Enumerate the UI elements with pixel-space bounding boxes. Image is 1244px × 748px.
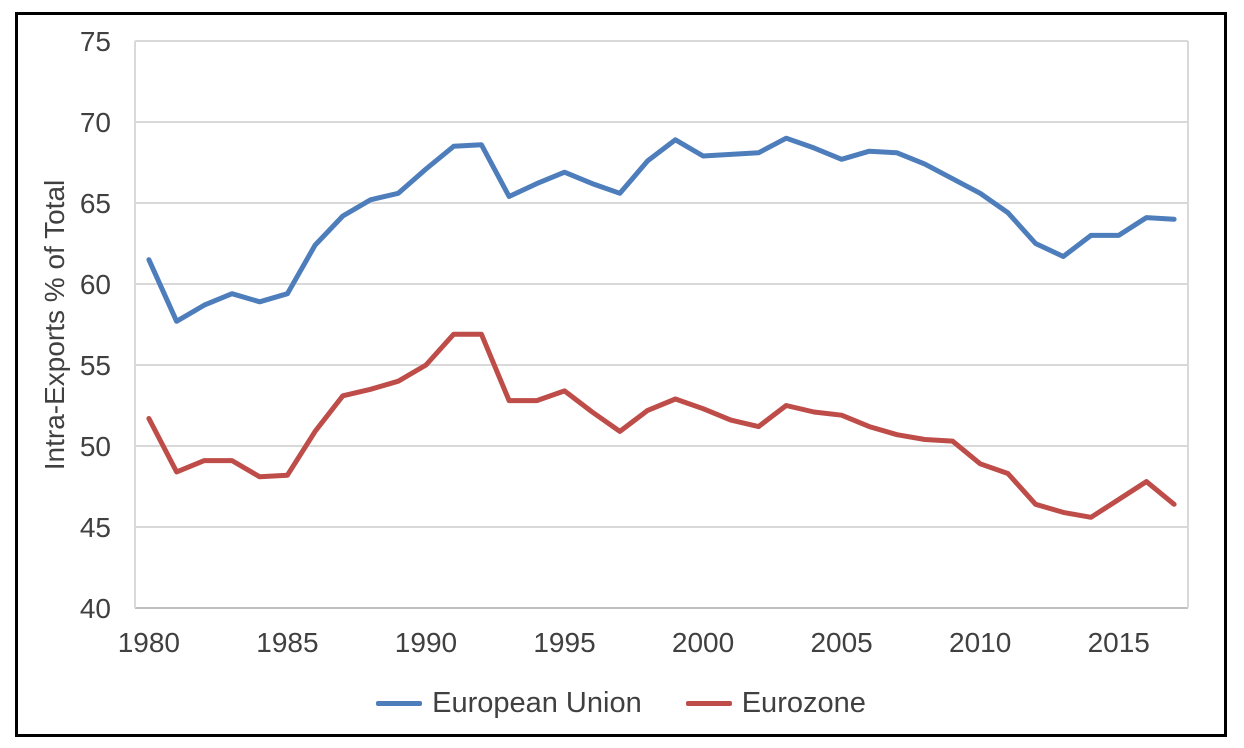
y-axis-title: Intra-Exports % of Total <box>39 180 70 471</box>
y-tick-label: 65 <box>80 188 111 219</box>
x-tick-label: 2005 <box>810 627 872 658</box>
y-tick-label: 40 <box>80 593 111 624</box>
legend: European Union Eurozone <box>18 687 1224 720</box>
legend-swatch-european-union <box>376 701 423 706</box>
series-line-european-union <box>146 135 1177 324</box>
y-tick-label: 75 <box>80 26 111 57</box>
x-tick-label: 2010 <box>949 627 1011 658</box>
y-tick-label: 55 <box>80 350 111 381</box>
x-tick-label: 2000 <box>672 627 734 658</box>
x-tick-label: 1990 <box>395 627 457 658</box>
chart-frame: 40 45 50 55 60 65 70 75 1980 1985 1990 1995 2000 2005… <box>15 12 1227 737</box>
plot-area: 40 45 50 55 60 65 70 75 1980 1985 1990 1995 2000 2005… <box>80 26 1189 658</box>
x-tick-label: 1995 <box>533 627 595 658</box>
x-tick-label: 2015 <box>1088 627 1150 658</box>
y-tick-label: 45 <box>80 512 111 543</box>
series-line-eurozone <box>146 331 1177 520</box>
y-tick-label: 70 <box>80 107 111 138</box>
legend-label-eurozone: Eurozone <box>741 687 866 719</box>
legend-item-eurozone: Eurozone <box>685 687 866 720</box>
chart-canvas: 40 45 50 55 60 65 70 75 1980 1985 1990 1995 2000 2005… <box>39 26 1189 658</box>
legend-item-european-union: European Union <box>376 687 642 720</box>
y-tick-label: 60 <box>80 269 111 300</box>
legend-swatch-eurozone <box>685 701 732 706</box>
x-tick-label: 1985 <box>256 627 318 658</box>
x-tick-label: 1980 <box>118 627 180 658</box>
legend-label-european-union: European Union <box>432 687 642 719</box>
y-tick-label: 50 <box>80 431 111 462</box>
